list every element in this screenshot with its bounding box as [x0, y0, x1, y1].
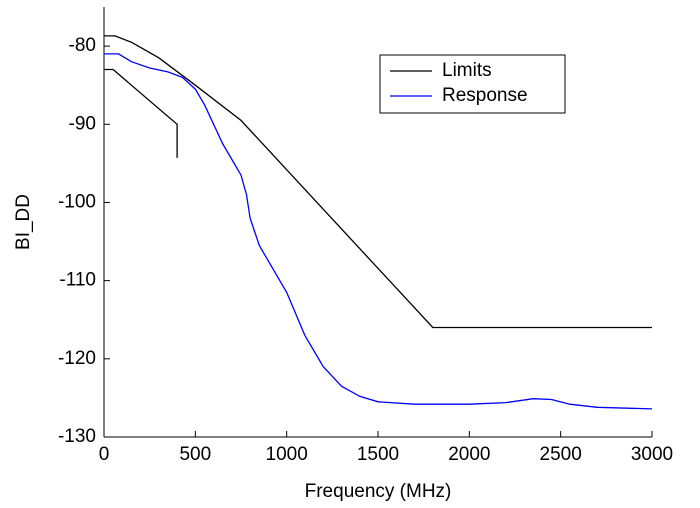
- series-line: [104, 35, 652, 329]
- x-tick-label: 3000: [631, 444, 673, 465]
- legend-box: [379, 54, 566, 114]
- x-tick-label: 2500: [540, 444, 582, 465]
- x-tick-label: 1000: [266, 444, 308, 465]
- x-axis-label: Frequency (MHz): [305, 481, 452, 502]
- series-line: [104, 53, 653, 410]
- y-tick-label: -120: [58, 348, 96, 369]
- x-tick-label: 0: [99, 444, 110, 465]
- y-axis-label: BI_DD: [13, 194, 34, 250]
- legend-label: Limits: [442, 60, 492, 81]
- x-tick-label: 500: [179, 444, 211, 465]
- x-tick-label: 2000: [448, 444, 490, 465]
- y-tick-label: -110: [59, 270, 96, 291]
- y-tick-label: -130: [58, 426, 96, 447]
- y-tick-label: -80: [69, 35, 96, 56]
- y-tick-label: -100: [58, 191, 96, 212]
- x-tick-label: 1500: [357, 444, 399, 465]
- legend-label: Response: [442, 85, 528, 106]
- y-tick-label: -90: [69, 113, 96, 134]
